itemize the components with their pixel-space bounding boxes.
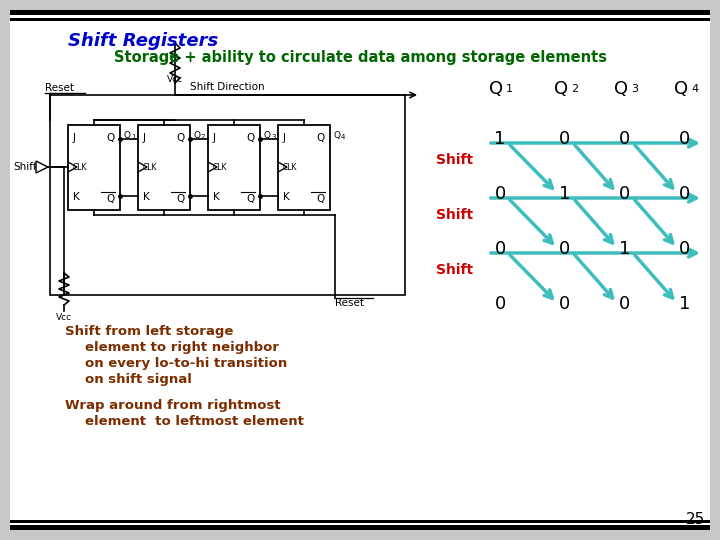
Text: 1: 1 bbox=[131, 134, 135, 140]
Text: 25: 25 bbox=[685, 512, 705, 527]
Text: on every lo-to-hi transition: on every lo-to-hi transition bbox=[85, 357, 287, 370]
Text: 2: 2 bbox=[571, 84, 578, 94]
Text: Shift: Shift bbox=[436, 153, 474, 167]
Text: on shift signal: on shift signal bbox=[85, 373, 192, 386]
Text: 0: 0 bbox=[619, 185, 631, 203]
Text: 0: 0 bbox=[559, 240, 571, 258]
Text: Shift Direction: Shift Direction bbox=[190, 82, 265, 92]
Text: 2: 2 bbox=[201, 134, 205, 140]
Text: Q: Q bbox=[176, 194, 185, 204]
Text: 4: 4 bbox=[691, 84, 698, 94]
Text: Q: Q bbox=[614, 80, 628, 98]
Bar bbox=[10, 520, 710, 523]
Text: 1: 1 bbox=[506, 84, 513, 94]
Text: Q: Q bbox=[193, 131, 200, 140]
Text: Shift from left storage: Shift from left storage bbox=[65, 325, 233, 338]
Text: Q: Q bbox=[176, 133, 185, 143]
Text: Shift Registers: Shift Registers bbox=[68, 32, 218, 50]
Text: 0: 0 bbox=[495, 240, 505, 258]
Text: Vcc: Vcc bbox=[167, 75, 183, 84]
Bar bbox=[68, 125, 120, 210]
Text: Q: Q bbox=[107, 194, 115, 204]
Text: K: K bbox=[143, 192, 150, 202]
Text: K: K bbox=[213, 192, 220, 202]
Text: CLK: CLK bbox=[213, 163, 228, 172]
Text: 0: 0 bbox=[495, 185, 505, 203]
Text: 0: 0 bbox=[559, 130, 571, 148]
Text: 1: 1 bbox=[495, 130, 505, 148]
Text: element  to leftmost element: element to leftmost element bbox=[85, 415, 304, 428]
Text: Shift: Shift bbox=[13, 162, 37, 172]
Bar bbox=[50, 95, 405, 295]
Text: Vcc: Vcc bbox=[56, 313, 72, 322]
Text: 0: 0 bbox=[680, 240, 690, 258]
Text: Q: Q bbox=[489, 80, 503, 98]
Text: 1: 1 bbox=[559, 185, 571, 203]
Text: J: J bbox=[213, 133, 216, 143]
Text: Q: Q bbox=[247, 133, 255, 143]
Text: 0: 0 bbox=[680, 185, 690, 203]
Text: Q: Q bbox=[317, 133, 325, 143]
Text: 1: 1 bbox=[679, 295, 690, 313]
Text: 1: 1 bbox=[619, 240, 631, 258]
Text: J: J bbox=[283, 133, 286, 143]
Bar bbox=[138, 125, 190, 210]
Text: CLK: CLK bbox=[73, 163, 88, 172]
Text: Q: Q bbox=[333, 131, 340, 140]
Text: element to right neighbor: element to right neighbor bbox=[85, 341, 279, 354]
Text: Q: Q bbox=[317, 194, 325, 204]
Polygon shape bbox=[36, 161, 48, 173]
Text: K: K bbox=[283, 192, 289, 202]
Bar bbox=[208, 125, 260, 210]
Text: 3: 3 bbox=[271, 134, 276, 140]
Text: J: J bbox=[143, 133, 146, 143]
Text: K: K bbox=[73, 192, 80, 202]
Text: 3: 3 bbox=[631, 84, 638, 94]
Text: Reset: Reset bbox=[335, 298, 364, 308]
Bar bbox=[10, 10, 710, 15]
Text: Q: Q bbox=[263, 131, 270, 140]
Text: Q: Q bbox=[247, 194, 255, 204]
Text: Q: Q bbox=[674, 80, 688, 98]
Text: Shift: Shift bbox=[436, 263, 474, 277]
Text: 0: 0 bbox=[619, 130, 631, 148]
Text: CLK: CLK bbox=[283, 163, 297, 172]
Bar bbox=[10, 18, 710, 21]
Text: 0: 0 bbox=[495, 295, 505, 313]
Text: CLK: CLK bbox=[143, 163, 158, 172]
Text: Storage + ability to circulate data among storage elements: Storage + ability to circulate data amon… bbox=[114, 50, 606, 65]
Text: Reset: Reset bbox=[45, 83, 74, 93]
Text: Wrap around from rightmost: Wrap around from rightmost bbox=[65, 399, 281, 412]
Text: Q: Q bbox=[107, 133, 115, 143]
Text: 0: 0 bbox=[559, 295, 571, 313]
Text: 0: 0 bbox=[619, 295, 631, 313]
Text: Q: Q bbox=[123, 131, 130, 140]
Text: Shift: Shift bbox=[436, 208, 474, 222]
Text: 0: 0 bbox=[680, 130, 690, 148]
Text: J: J bbox=[73, 133, 76, 143]
Bar bbox=[278, 125, 330, 210]
Text: Q: Q bbox=[554, 80, 568, 98]
Text: 4: 4 bbox=[341, 134, 346, 140]
Bar bbox=[10, 525, 710, 530]
